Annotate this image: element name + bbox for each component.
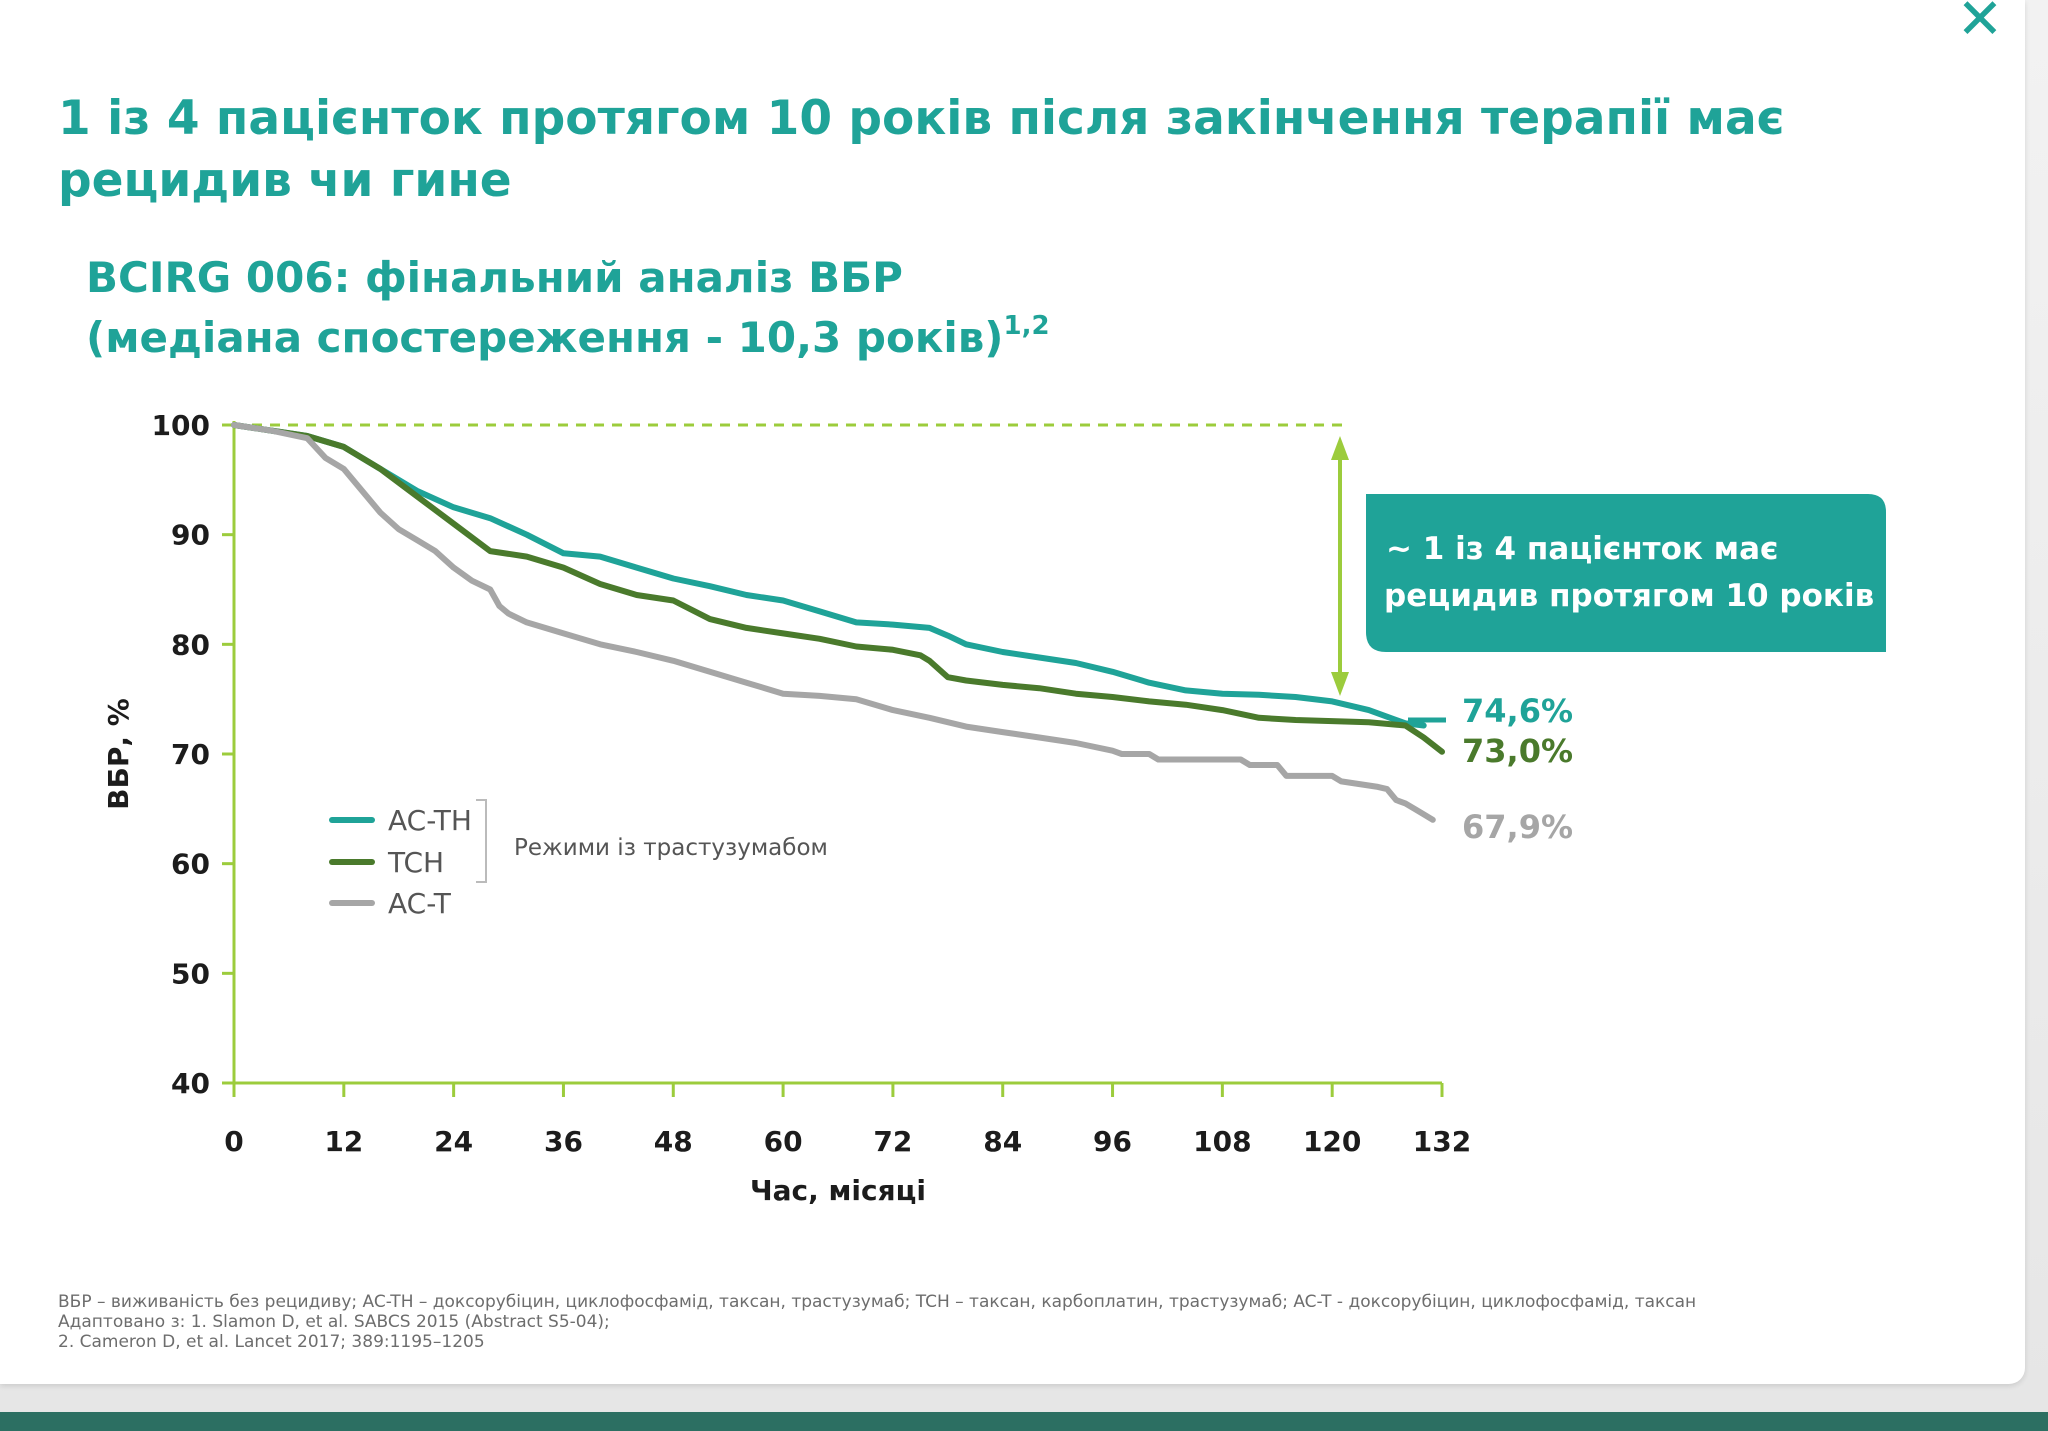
series-line-tch xyxy=(231,422,1445,755)
slide-card: ✕ 1 із 4 пацієнток протягом 10 років піс… xyxy=(0,0,2025,1384)
footnote-1: ВБР – виживаність без рецидиву; AC-TH – … xyxy=(58,1292,1697,1312)
x-axis-title: Час, місяці xyxy=(750,1174,926,1207)
x-tick-label: 48 xyxy=(654,1125,693,1158)
y-tick-label: 90 xyxy=(171,519,210,552)
legend-label-ac-t: AC-T xyxy=(388,887,452,920)
y-tick-label: 50 xyxy=(171,957,210,990)
legend-bracket xyxy=(476,799,487,883)
series-line-ac-th xyxy=(231,422,1427,729)
x-tick-label: 96 xyxy=(1093,1125,1132,1158)
x-tick-label: 132 xyxy=(1413,1125,1471,1158)
y-tick-label: 40 xyxy=(171,1067,210,1100)
range-arrow-head-bottom xyxy=(1331,672,1349,696)
x-tick-label: 60 xyxy=(764,1125,803,1158)
bottom-bar xyxy=(0,1412,2048,1431)
page-title: 1 із 4 пацієнток протягом 10 років після… xyxy=(58,91,1785,208)
subtitle-line-2: (медіана спостереження - 10,3 років) xyxy=(86,313,1004,362)
end-label-tch: 73,0% xyxy=(1462,732,1573,770)
bracket-label: Режими із трастузумабом xyxy=(514,835,828,861)
x-tick-label: 84 xyxy=(983,1125,1022,1158)
x-tick-label: 12 xyxy=(324,1125,363,1158)
legend-label-tch: TCH xyxy=(387,846,444,879)
range-arrow-head-top xyxy=(1331,436,1349,460)
close-icon: ✕ xyxy=(1956,0,2004,52)
survival-chart: 40 50 60 70 80 90 100 0 12 24 36 48 60 72 84 96 108 120 13… xyxy=(102,409,1886,1207)
callout-box xyxy=(1366,494,1886,652)
footnotes: ВБР – виживаність без рецидиву; AC-TH – … xyxy=(58,1292,1958,1352)
y-tick-label: 70 xyxy=(171,738,210,771)
x-tick-label: 72 xyxy=(873,1125,912,1158)
y-tick-label: 100 xyxy=(152,409,210,442)
close-button[interactable]: ✕ xyxy=(1955,0,2005,48)
x-tick-label: 36 xyxy=(544,1125,583,1158)
footnote-3: 2. Cameron D, et al. Lancet 2017; 389:11… xyxy=(58,1332,485,1352)
footnote-2: Адаптовано з: 1. Slamon D, et al. SABCS … xyxy=(58,1312,610,1332)
end-label-ac-th: 74,6% xyxy=(1462,692,1573,730)
legend-label-ac-th: AC-TH xyxy=(388,804,472,837)
series-line-ac-t xyxy=(231,422,1436,823)
callout-line-2: рецидив протягом 10 років xyxy=(1384,578,1874,614)
callout-line-1: ~ 1 із 4 пацієнток має xyxy=(1386,531,1778,567)
x-tick-label: 0 xyxy=(224,1125,243,1158)
subtitle-line-1: BCIRG 006: фінальний аналіз ВБР xyxy=(86,253,903,302)
y-tick-label: 80 xyxy=(171,628,210,661)
y-tick-label: 60 xyxy=(171,848,210,881)
x-tick-label: 24 xyxy=(434,1125,473,1158)
end-label-ac-t: 67,9% xyxy=(1462,808,1573,846)
subtitle-superscript: 1,2 xyxy=(1003,311,1050,341)
x-tick-label: 108 xyxy=(1193,1125,1251,1158)
chart-subtitle: BCIRG 006: фінальний аналіз ВБР (медіана… xyxy=(86,248,1286,368)
x-tick-label: 120 xyxy=(1303,1125,1361,1158)
y-axis-title: ВБР, % xyxy=(102,698,135,810)
